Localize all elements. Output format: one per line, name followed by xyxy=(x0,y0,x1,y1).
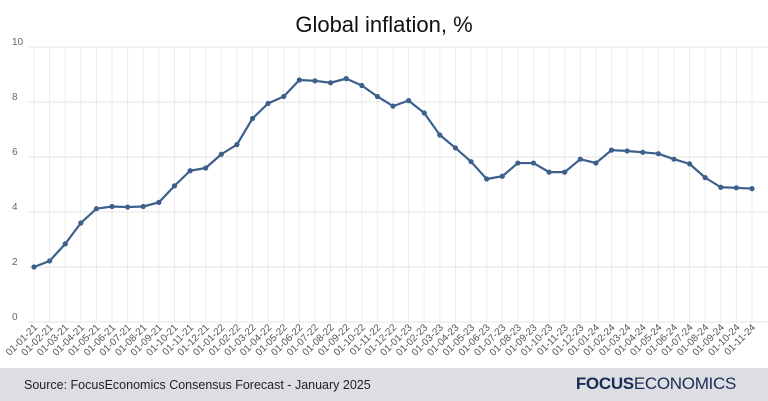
data-point xyxy=(640,149,646,155)
y-tick-label: 6 xyxy=(12,147,18,158)
logo-regular: ECONOMICS xyxy=(633,374,736,393)
chart-title: Global inflation, % xyxy=(295,12,473,37)
data-point xyxy=(327,80,334,86)
data-point xyxy=(374,93,380,100)
data-point xyxy=(343,76,349,82)
data-point xyxy=(265,100,271,106)
data-point xyxy=(125,204,131,210)
data-point xyxy=(686,161,693,167)
data-point xyxy=(281,93,287,100)
data-point xyxy=(296,77,302,83)
data-point xyxy=(47,258,53,264)
data-point xyxy=(93,206,100,212)
data-point xyxy=(499,173,505,179)
y-tick-label: 10 xyxy=(12,37,24,48)
data-point xyxy=(109,203,115,210)
data-point xyxy=(577,156,583,162)
data-point xyxy=(171,183,178,189)
data-point xyxy=(234,142,240,148)
data-point xyxy=(218,151,224,157)
data-point xyxy=(546,169,552,175)
data-point xyxy=(468,159,474,165)
y-tick-label: 8 xyxy=(12,92,18,103)
data-point xyxy=(359,82,365,89)
data-point xyxy=(452,145,459,151)
data-point xyxy=(437,132,443,138)
footer-bar: Source: FocusEconomics Consensus Forecas… xyxy=(0,368,768,401)
data-point xyxy=(421,110,427,116)
data-point xyxy=(62,241,68,247)
data-point xyxy=(312,78,318,84)
data-point xyxy=(78,220,84,226)
data-point xyxy=(655,151,661,157)
data-point xyxy=(749,186,755,192)
data-point xyxy=(624,148,630,154)
data-point xyxy=(608,147,615,153)
data-point xyxy=(484,176,490,182)
data-point xyxy=(406,98,412,104)
focuseconomics-logo: FOCUSECONOMICS xyxy=(576,374,736,394)
y-tick-label: 0 xyxy=(12,312,18,323)
data-point xyxy=(718,184,724,190)
data-point xyxy=(671,156,677,162)
data-point xyxy=(702,175,708,181)
data-point xyxy=(530,160,537,166)
source-note: Source: FocusEconomics Consensus Forecas… xyxy=(24,378,371,392)
logo-bold: FOCUS xyxy=(575,374,634,393)
data-point xyxy=(733,185,739,191)
y-tick-label: 4 xyxy=(12,202,18,213)
data-point xyxy=(562,169,568,175)
data-point xyxy=(140,203,146,210)
data-point xyxy=(187,168,193,174)
data-point xyxy=(249,115,256,122)
data-point xyxy=(390,103,396,109)
data-point xyxy=(31,264,37,270)
data-point xyxy=(203,165,209,171)
line-chart: 024681001-01-2101-02-2101-03-2101-04-210… xyxy=(4,37,768,358)
y-tick-label: 2 xyxy=(12,257,18,268)
data-point xyxy=(593,160,599,166)
data-point xyxy=(156,199,162,205)
data-point xyxy=(515,160,521,166)
